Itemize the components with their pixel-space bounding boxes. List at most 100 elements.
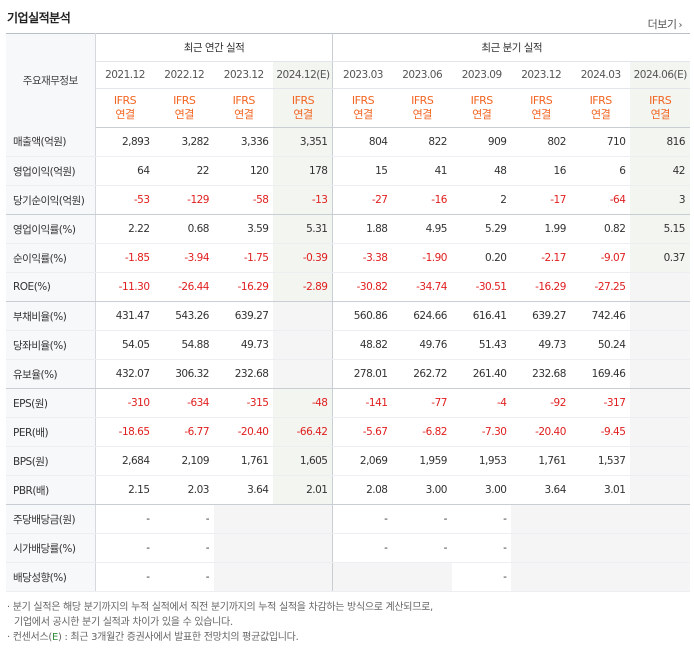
value-cell: 2,893 [95,127,155,157]
period-header: 2024.06(E) [630,61,690,89]
value-cell: -66.42 [273,417,334,447]
ifrs-standard: IFRS [232,94,256,107]
value-cell [630,475,690,505]
value-cell: -317 [570,388,631,418]
table-row: 영업이익(억원) 64 22 120 178 15 41 48 16 6 42 [6,156,690,186]
value-cell [273,562,334,592]
chevron-right-icon: › [678,20,683,31]
value-cell: -315 [214,388,274,418]
value-cell: 624.66 [392,301,452,331]
value-cell: -48 [273,388,334,418]
value-cell: - [451,504,512,534]
value-cell: 232.68 [214,359,274,389]
value-cell: 639.27 [214,301,274,331]
more-label[interactable]: 더보기 [647,18,677,31]
value-cell: 2.08 [332,475,393,505]
table-row: 유보율(%) 432.07 306.32 232.68 278.01 262.72 261.… [6,359,690,389]
row-label: PBR(배) [6,475,96,505]
label-header: 주요재무정보 [6,33,96,128]
value-cell: -5.67 [332,417,393,447]
more-link[interactable]: 더보기 › [647,16,683,32]
financial-summary-table: 주요재무정보 최근 연간 실적 최근 분기 실적 2021.12 2022.12 2… [6,33,690,592]
value-cell: -0.39 [273,243,334,273]
value-cell: - [332,533,393,563]
ifrs-consolidated: 연결 [174,108,195,121]
value-cell: -1.90 [392,243,452,273]
row-label: 당기순이익(억원) [6,185,96,215]
period-header: 2022.12 [154,61,214,89]
table-row: 주당배당금(원) - - - - - [6,504,690,534]
value-cell: 3,351 [273,127,334,157]
value-cell: 178 [273,156,334,186]
period-header: 2023.12 [511,61,571,89]
value-cell [392,562,452,592]
estimate-marker: E [51,632,58,643]
ifrs-label: IFRS 연결 [511,88,571,128]
value-cell: 560.86 [332,301,393,331]
value-cell: 2.01 [273,475,334,505]
value-cell: 2 [451,185,512,215]
value-cell [273,301,334,331]
value-cell: -3.38 [332,243,393,273]
value-cell: - [154,504,214,534]
value-cell: 432.07 [95,359,155,389]
table-row: 영업이익률(%) 2.22 0.68 3.59 5.31 1.88 4.95 5.29 1.99… [6,214,690,244]
value-cell: 5.15 [630,214,690,244]
value-cell: -9.45 [570,417,631,447]
ifrs-label: IFRS 연결 [273,88,334,128]
ifrs-standard: IFRS [291,94,315,107]
value-cell [214,533,274,563]
value-cell: -2.89 [273,272,334,302]
value-cell: 3.00 [392,475,452,505]
value-cell: 1,537 [570,446,631,476]
value-cell: 0.68 [154,214,214,244]
value-cell: 1.99 [511,214,571,244]
value-cell: 120 [214,156,274,186]
value-cell: 49.73 [214,330,274,360]
value-cell [630,330,690,360]
ifrs-standard: IFRS [530,94,553,107]
value-cell: -1.75 [214,243,274,273]
value-cell: 3.64 [214,475,274,505]
value-cell [273,533,334,563]
row-label: EPS(원) [6,388,96,418]
value-cell: 232.68 [511,359,571,389]
ifrs-label: IFRS 연결 [95,88,155,128]
row-label: 매출액(억원) [6,127,96,157]
table-row: EPS(원) -310 -634 -315 -48 -141 -77 -4 -92 -317 [6,388,690,418]
value-cell: -11.30 [95,272,155,302]
value-cell: -7.30 [451,417,512,447]
value-cell: 54.88 [154,330,214,360]
table-row: 당좌비율(%) 54.05 54.88 49.73 48.82 49.76 51.43 49.… [6,330,690,360]
table-row: 배당성향(%) - - - [6,562,690,592]
ifrs-label: IFRS 연결 [214,88,274,128]
footnote-1: · 분기 실적은 해당 분기까지의 누적 실적에서 직전 분기까지의 누적 실적… [7,602,433,613]
value-cell: -16 [392,185,452,215]
value-cell: 2.15 [95,475,155,505]
value-cell [630,504,690,534]
ifrs-consolidated: 연결 [650,108,671,121]
table-row: 시가배당률(%) - - - - - [6,533,690,563]
value-cell [570,562,631,592]
footnote-3: · 컨센서스(E) : 최근 3개월간 증권사에서 발표한 전망치의 평균값입니… [7,630,433,645]
value-cell: 5.29 [451,214,512,244]
ifrs-standard: IFRS [113,94,137,107]
ifrs-consolidated: 연결 [531,108,552,121]
value-cell: -634 [154,388,214,418]
value-cell: - [392,504,452,534]
value-cell [630,533,690,563]
value-cell: 41 [392,156,452,186]
ifrs-label: IFRS 연결 [392,88,452,128]
ifrs-standard: IFRS [411,94,434,107]
value-cell [511,533,571,563]
period-header: 2023.09 [451,61,512,89]
value-cell [630,388,690,418]
value-cell: 64 [95,156,155,186]
value-cell: -16.29 [511,272,571,302]
value-cell: 51.43 [451,330,512,360]
footnote-3-suffix: ) : 최근 3개월간 증권사에서 발표한 전망치의 평균값입니다. [58,632,299,643]
row-label: BPS(원) [6,446,96,476]
value-cell: 1.88 [332,214,393,244]
value-cell: -2.17 [511,243,571,273]
value-cell [570,533,631,563]
